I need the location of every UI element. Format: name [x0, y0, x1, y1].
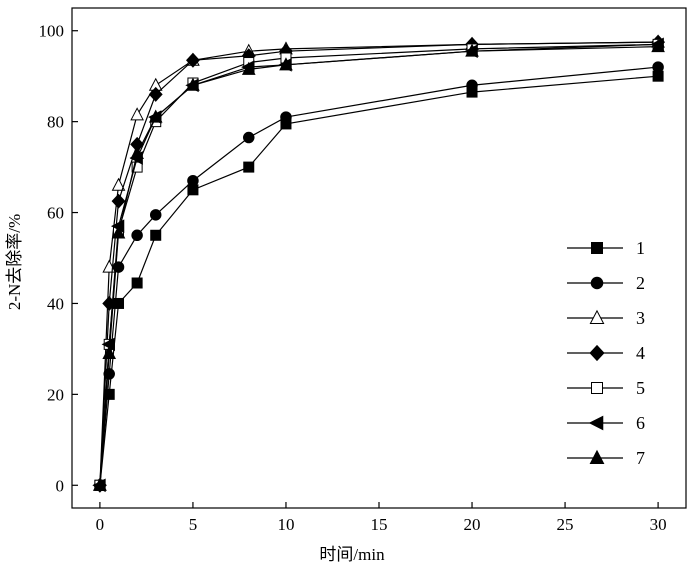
data-point [280, 111, 292, 123]
y-axis-label: 2-N去除率/% [5, 214, 24, 310]
legend-marker [589, 344, 605, 362]
x-tick-label: 10 [277, 515, 294, 534]
data-point [186, 52, 200, 68]
data-point [130, 145, 144, 159]
data-point [243, 131, 255, 144]
x-tick-label: 20 [464, 515, 481, 534]
data-point [651, 39, 665, 53]
legend-marker [589, 449, 605, 464]
x-tick-label: 15 [371, 515, 388, 534]
legend-item: 5 [567, 378, 645, 398]
data-point [466, 79, 478, 92]
legend-marker [591, 382, 603, 394]
legend-marker [591, 242, 603, 254]
data-point [148, 86, 163, 102]
x-axis-label: 时间/min [319, 545, 385, 564]
data-point [131, 229, 143, 242]
data-point [148, 109, 163, 123]
legend-label: 5 [636, 378, 645, 398]
legend-marker [588, 415, 604, 431]
series-line [99, 66, 659, 486]
data-point [465, 43, 479, 57]
data-point [279, 57, 293, 71]
data-point [111, 225, 126, 239]
legend-label: 6 [636, 413, 645, 433]
data-point [130, 107, 144, 121]
series-line [99, 41, 659, 486]
x-tick-label: 5 [189, 515, 198, 534]
legend-label: 2 [636, 273, 645, 293]
legend-item: 4 [567, 343, 645, 363]
data-point [243, 161, 255, 173]
data-point [102, 345, 117, 359]
y-tick-label: 100 [39, 22, 65, 41]
legend-item: 2 [567, 273, 645, 293]
x-tick-label: 30 [650, 515, 667, 534]
series-3 [93, 34, 665, 491]
x-tick-label: 0 [96, 515, 105, 534]
legend-label: 3 [636, 308, 645, 328]
legend-label: 7 [636, 448, 645, 468]
y-tick-label: 60 [47, 204, 64, 223]
data-point [111, 177, 126, 191]
y-tick-label: 20 [47, 385, 64, 404]
legend-item: 7 [567, 448, 645, 468]
legend-marker [590, 276, 604, 290]
data-point [93, 477, 107, 491]
data-point [111, 193, 126, 209]
legend-label: 1 [636, 238, 645, 258]
legend-label: 4 [636, 343, 645, 363]
series-2 [94, 61, 664, 492]
data-point [186, 77, 200, 91]
y-tick-label: 80 [47, 113, 64, 132]
series-line [99, 46, 659, 486]
y-tick-label: 40 [47, 294, 64, 313]
data-point [241, 61, 256, 75]
data-point [131, 161, 143, 173]
x-tick-label: 25 [557, 515, 574, 534]
legend-marker [589, 309, 605, 324]
legend: 1 2 3 4 5 6 7 [567, 238, 645, 468]
series-line [99, 43, 659, 486]
series-1 [94, 70, 664, 491]
y-tick-label: 0 [56, 476, 65, 495]
series-layer [92, 34, 666, 493]
data-point [149, 209, 162, 221]
plot-frame [71, 7, 687, 509]
data-point [131, 277, 143, 289]
data-point [150, 229, 162, 241]
legend-item: 1 [567, 238, 645, 258]
series-7 [93, 39, 665, 491]
legend-item: 6 [567, 413, 645, 433]
series-line [99, 75, 659, 486]
data-point [187, 174, 199, 187]
legend-item: 3 [567, 308, 645, 328]
data-point [652, 61, 664, 73]
series-line [99, 43, 659, 486]
